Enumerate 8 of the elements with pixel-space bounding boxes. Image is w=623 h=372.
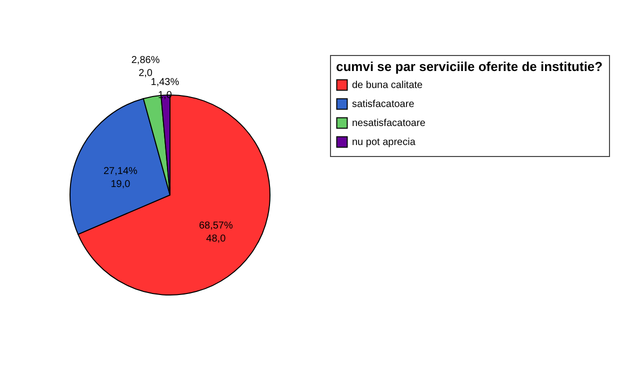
legend-label: nu pot aprecia [352,137,416,148]
legend-label: nesatisfacatoare [352,118,426,129]
legend-title: cumvi se par serviciile oferite de institutie? [336,59,603,74]
data-label: 27,14% 19,0 [103,166,138,190]
legend-label: de buna calitate [352,80,424,91]
data-label: 68,57% 48,0 [198,220,233,244]
legend-label: satisfacatoare [352,99,415,110]
data-label: 2,86% 2,0 [131,55,160,80]
